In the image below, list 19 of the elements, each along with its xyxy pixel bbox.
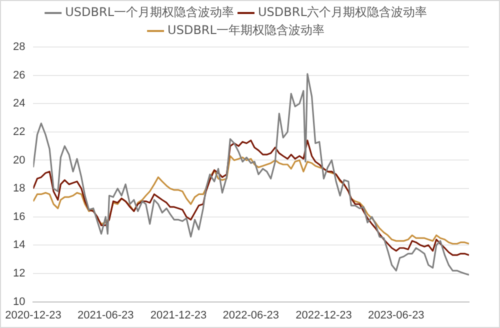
y-tick-label: 12 [12, 268, 26, 280]
y-tick-label: 14 [12, 239, 26, 252]
y-tick-label: 26 [12, 69, 26, 82]
x-tick-label: 2022-06-23 [222, 309, 280, 322]
x-tick-label: 2021-12-23 [150, 309, 207, 322]
y-tick-label: 10 [12, 296, 26, 308]
x-tick-label: 2023-06-23 [368, 309, 424, 322]
x-tick-label: 2021-06-23 [78, 309, 134, 322]
y-tick-label: 16 [12, 210, 26, 223]
x-tick-label: 2022-12-23 [296, 309, 352, 322]
x-tick-label: 2020-12-23 [5, 309, 62, 322]
y-tick-label: 18 [12, 182, 26, 195]
y-tick-label: 28 [12, 41, 26, 54]
y-tick-label: 20 [12, 154, 26, 166]
legend-label: USDBRL一年期权隐含波动率 [168, 23, 324, 38]
legend-label: USDBRL六个月期权隐含波动率 [258, 5, 427, 20]
y-tick-label: 22 [12, 126, 26, 138]
y-tick-label: 24 [12, 98, 26, 110]
legend-label: USDBRL一个月期权隐含波动率 [65, 5, 234, 20]
